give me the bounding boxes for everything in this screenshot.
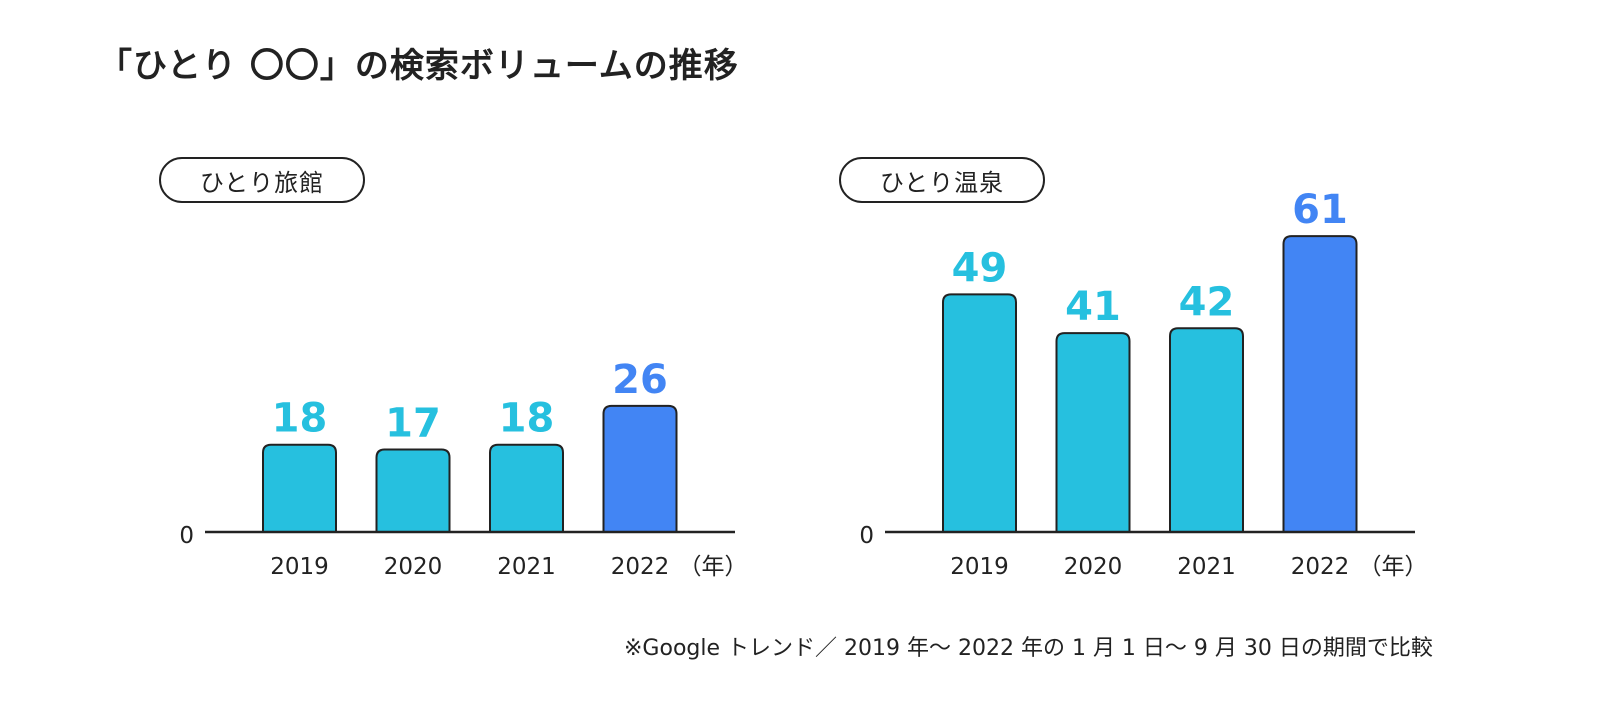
chart-1-bar-2021 [489,443,564,532]
chart-2-bar-2019 [942,293,1017,532]
chart-2-y-zero-label: 0 [859,523,874,549]
chart-2-bar-2020 [1055,332,1131,532]
chart-2-bar-2021 [1169,327,1244,532]
chart-1-y-zero-label: 0 [179,523,194,549]
chart-1-x-tick-2020: 2020 [384,554,443,580]
chart-2-x-tick-2022: 2022 [1291,554,1350,580]
page-title: 「ひとり 〇〇」の検索ボリュームの推移 [98,46,739,86]
chart-1-value-label-2021: 18 [499,396,555,442]
footnote: ※Google トレンド／ 2019 年〜 2022 年の 1 月 1 日〜 9… [624,636,1433,661]
chart-2-value-label-2019: 49 [952,245,1008,291]
chart-1-x-tick-2022: 2022 [611,554,670,580]
chart-2-x-tick-2021: 2021 [1177,554,1236,580]
chart-1-bar-2019 [262,443,337,532]
chart-2-value-label-2022: 61 [1292,187,1348,233]
chart-2-bar-2022 [1282,235,1358,532]
chart-1-bar-2020 [375,448,451,532]
chart-1-title-pill: ひとり旅館 [159,157,365,203]
chart-1-value-label-2019: 18 [272,396,328,442]
chart-2-value-label-2021: 42 [1179,279,1235,325]
chart-2-x-tick-2020: 2020 [1064,554,1123,580]
chart-1-bar-2022 [602,404,678,532]
chart-2-value-label-2020: 41 [1065,284,1121,330]
chart-1-value-label-2022: 26 [612,357,668,403]
chart-2-x-unit-label: （年） [1359,554,1428,580]
chart-1-x-tick-2019: 2019 [270,554,329,580]
chart-1-value-label-2020: 17 [385,401,441,447]
chart-1-x-unit-label: （年） [679,554,748,580]
chart-2-x-tick-2019: 2019 [950,554,1009,580]
chart-2-title-pill: ひとり温泉 [839,157,1045,203]
chart-1-x-tick-2021: 2021 [497,554,556,580]
